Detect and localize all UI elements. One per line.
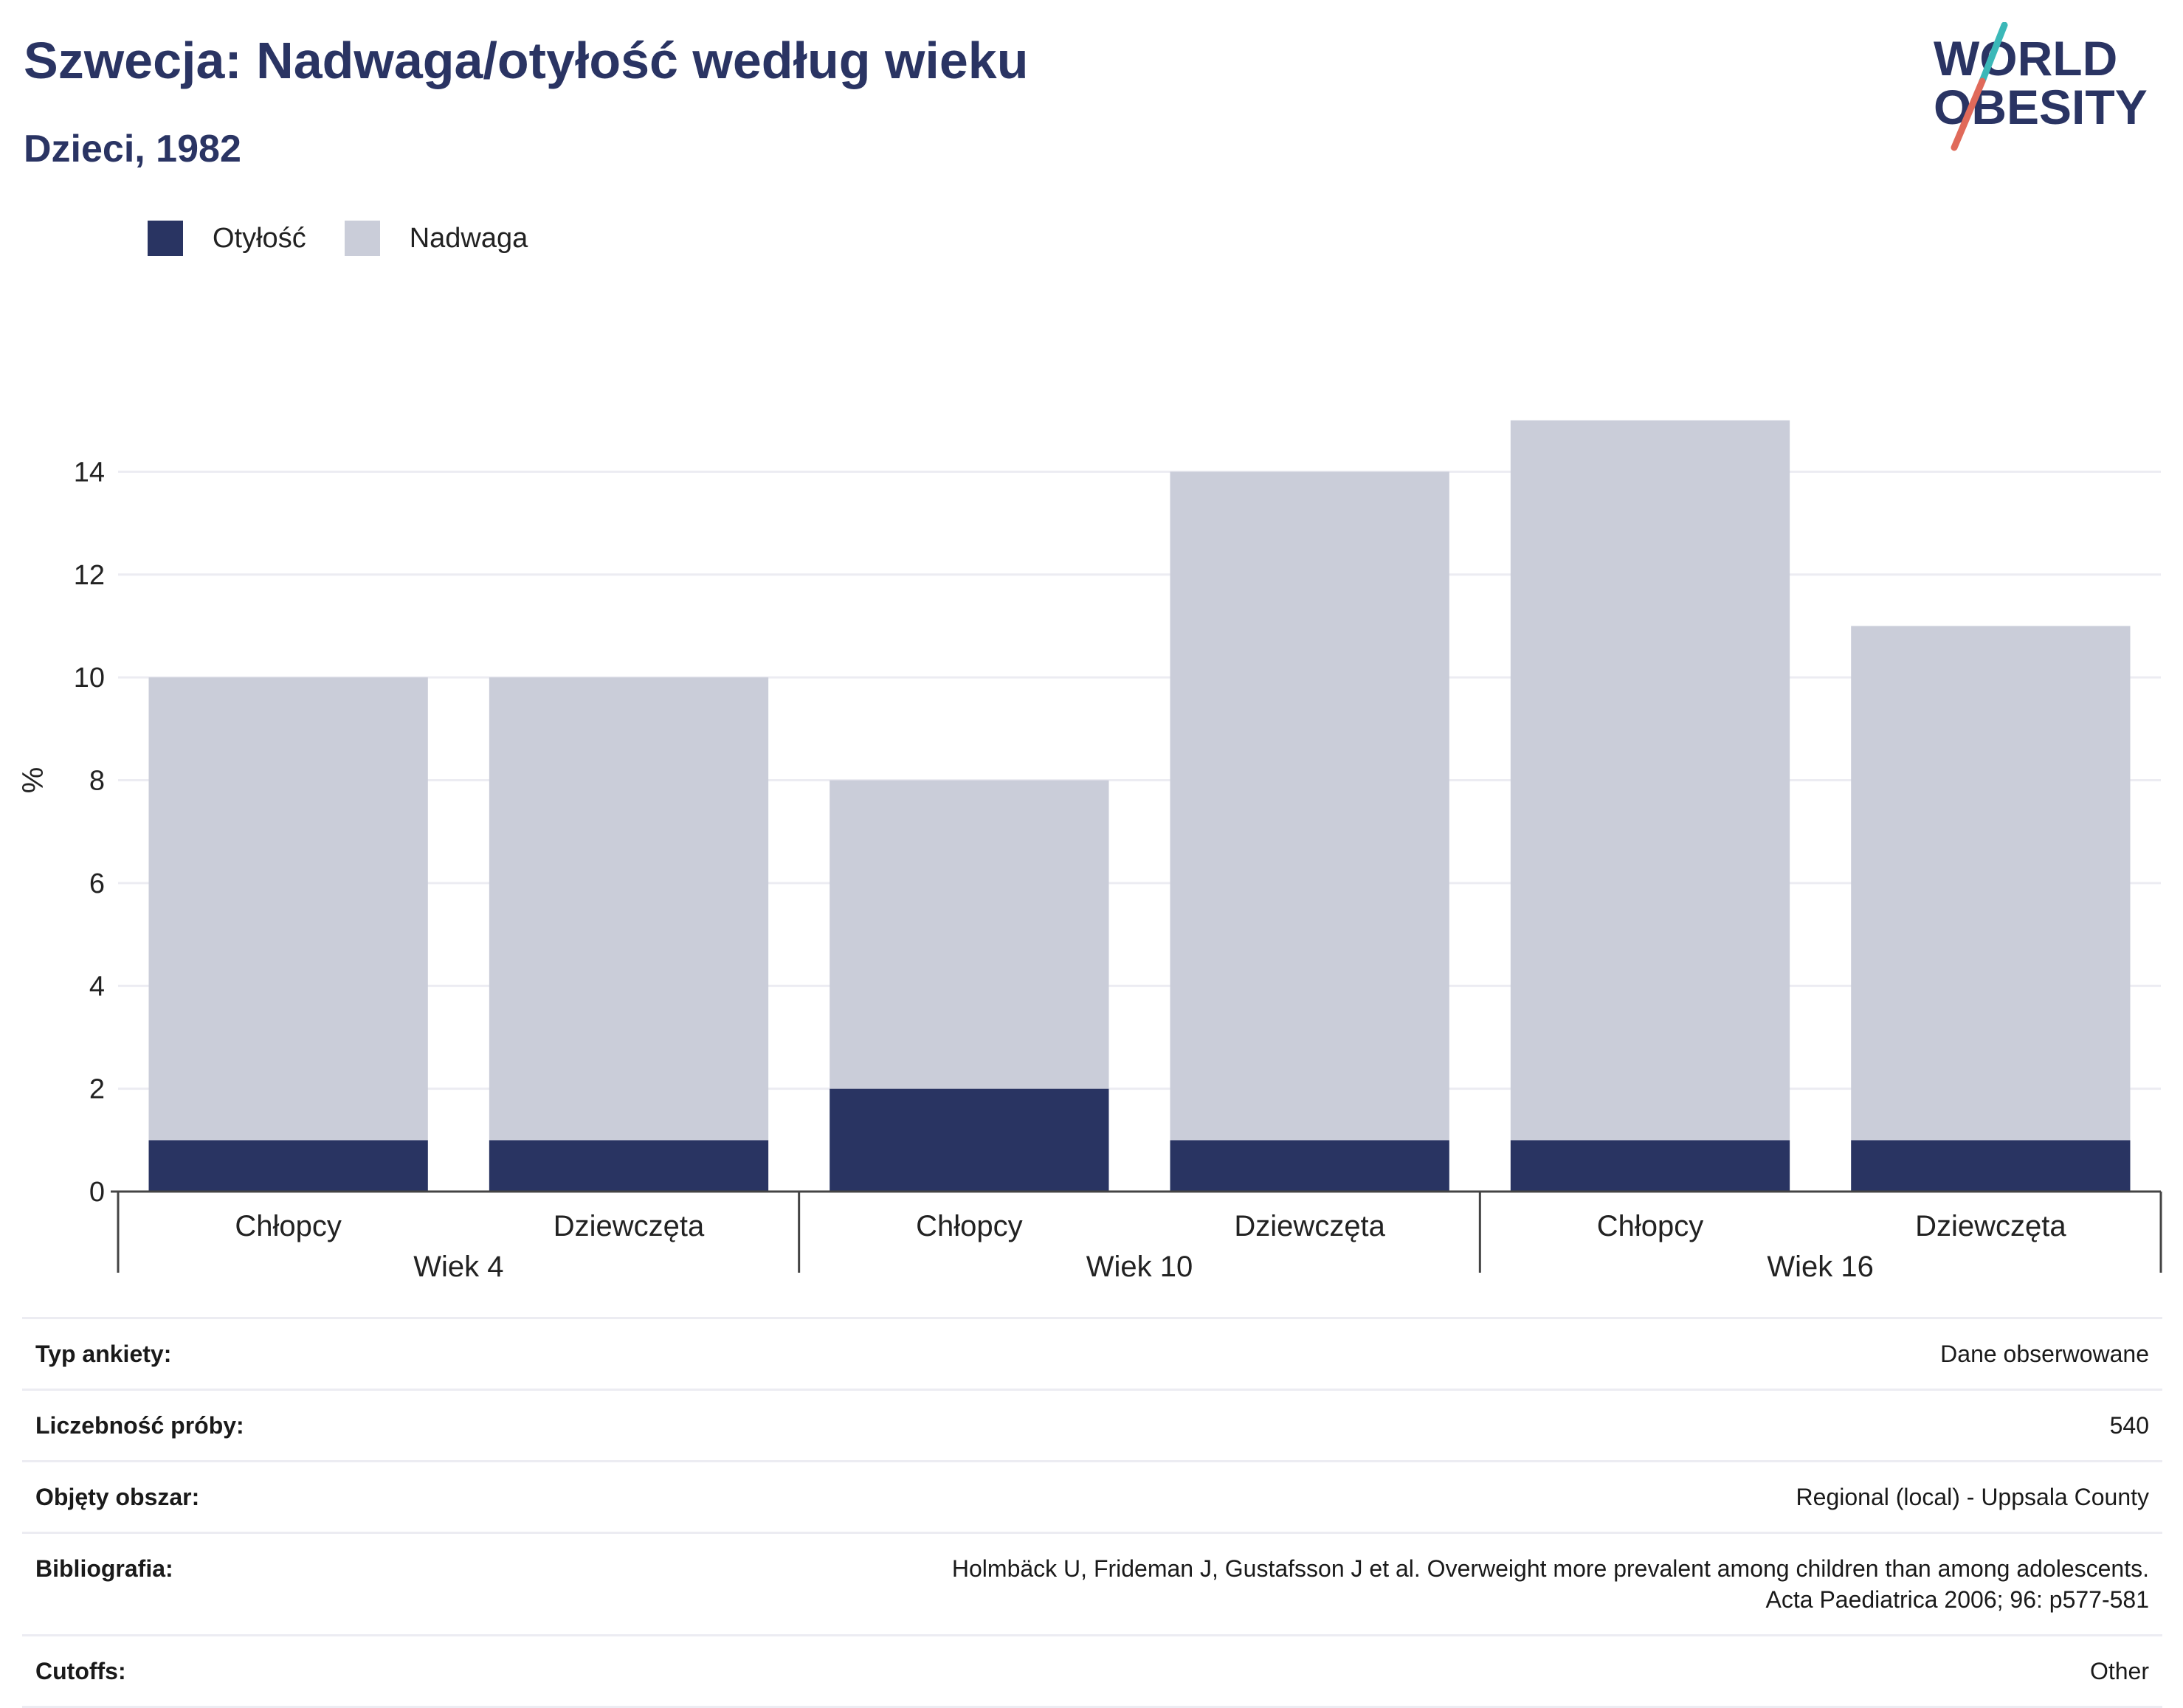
info-row-bibliography: Bibliografia: Holmbäck U, Frideman J, Gu… <box>22 1532 2162 1636</box>
info-key: Objęty obszar: <box>22 1460 418 1533</box>
legend-label-nadwaga: Nadwaga <box>409 222 528 254</box>
info-row-survey-type: Typ ankiety: Dane obserwowane <box>22 1317 2162 1390</box>
chart-subtitle: Dzieci, 1982 <box>24 128 241 170</box>
legend-label-otylosc: Otyłość <box>213 222 306 254</box>
logo-slash-teal <box>1979 22 2008 85</box>
bar-nadwaga <box>1851 626 2131 1141</box>
bar-otylosc <box>830 1088 1109 1192</box>
info-key: Cutoffs: <box>22 1634 418 1708</box>
y-tick-label: 0 <box>89 1177 105 1208</box>
y-tick-label: 6 <box>89 868 105 899</box>
y-tick-label: 14 <box>74 457 105 488</box>
chart-legend: Otyłość Nadwaga <box>148 220 566 257</box>
y-tick-label: 8 <box>89 766 105 797</box>
y-tick-label: 2 <box>89 1074 105 1105</box>
bar-otylosc <box>1170 1140 1449 1192</box>
survey-info-table: Typ ankiety: Dane obserwowane Liczebność… <box>22 1317 2162 1708</box>
x-category-label: Chłopcy <box>916 1210 1023 1242</box>
x-group-label: Wiek 10 <box>1086 1251 1193 1283</box>
legend-swatch-nadwaga <box>344 221 380 256</box>
x-category-label: Dziewczęta <box>1234 1210 1385 1242</box>
y-tick-label: 10 <box>74 663 105 694</box>
bar-nadwaga <box>1510 420 1790 1141</box>
x-category-label: Chłopcy <box>235 1210 342 1242</box>
y-axis-label: % <box>17 767 49 794</box>
x-category-label: Chłopcy <box>1597 1210 1704 1242</box>
info-row-area: Objęty obszar: Regional (local) - Uppsal… <box>22 1460 2162 1533</box>
world-obesity-logo: WORLD OBESITY <box>1934 22 2148 151</box>
info-value: Holmbäck U, Frideman J, Gustafsson J et … <box>418 1532 2162 1636</box>
info-value: 540 <box>418 1389 2162 1462</box>
info-key: Bibliografia: <box>22 1532 418 1636</box>
bar-nadwaga <box>148 677 428 1141</box>
x-group-label: Wiek 16 <box>1767 1251 1874 1283</box>
logo-line-1: WORLD <box>1934 31 2117 86</box>
x-category-label: Dziewczęta <box>553 1210 705 1242</box>
bar-otylosc <box>1510 1140 1790 1192</box>
chart-title: Szwecja: Nadwaga/otyłość według wieku <box>24 32 1029 89</box>
bar-nadwaga <box>1170 471 1449 1141</box>
bar-nadwaga <box>489 677 769 1141</box>
info-value: Other <box>418 1634 2162 1708</box>
info-row-cutoffs: Cutoffs: Other <box>22 1634 2162 1708</box>
bar-otylosc <box>489 1140 769 1192</box>
bar-nadwaga <box>830 780 1109 1089</box>
x-category-label: Dziewczęta <box>1915 1210 2066 1242</box>
info-key: Typ ankiety: <box>22 1317 418 1390</box>
legend-item-otylosc[interactable]: Otyłość <box>148 221 306 256</box>
logo-slash-coral <box>1951 77 1986 151</box>
y-tick-label: 4 <box>89 971 105 1002</box>
bar-otylosc <box>1851 1140 2131 1192</box>
stacked-bar-chart: 0 2 4 6 8 10 12 14% Chłopcy Dziewczęta Chłopcy Dzie… <box>17 420 2162 1283</box>
bar-otylosc <box>148 1140 428 1192</box>
x-group-label: Wiek 4 <box>413 1251 503 1283</box>
info-row-sample-size: Liczebność próby: 540 <box>22 1389 2162 1462</box>
y-tick-label: 12 <box>74 560 105 591</box>
legend-item-nadwaga[interactable]: Nadwaga <box>344 221 528 256</box>
info-value: Regional (local) - Uppsala County <box>418 1460 2162 1533</box>
info-value: Dane obserwowane <box>418 1317 2162 1390</box>
legend-swatch-otylosc <box>148 221 183 256</box>
info-key: Liczebność próby: <box>22 1389 418 1462</box>
